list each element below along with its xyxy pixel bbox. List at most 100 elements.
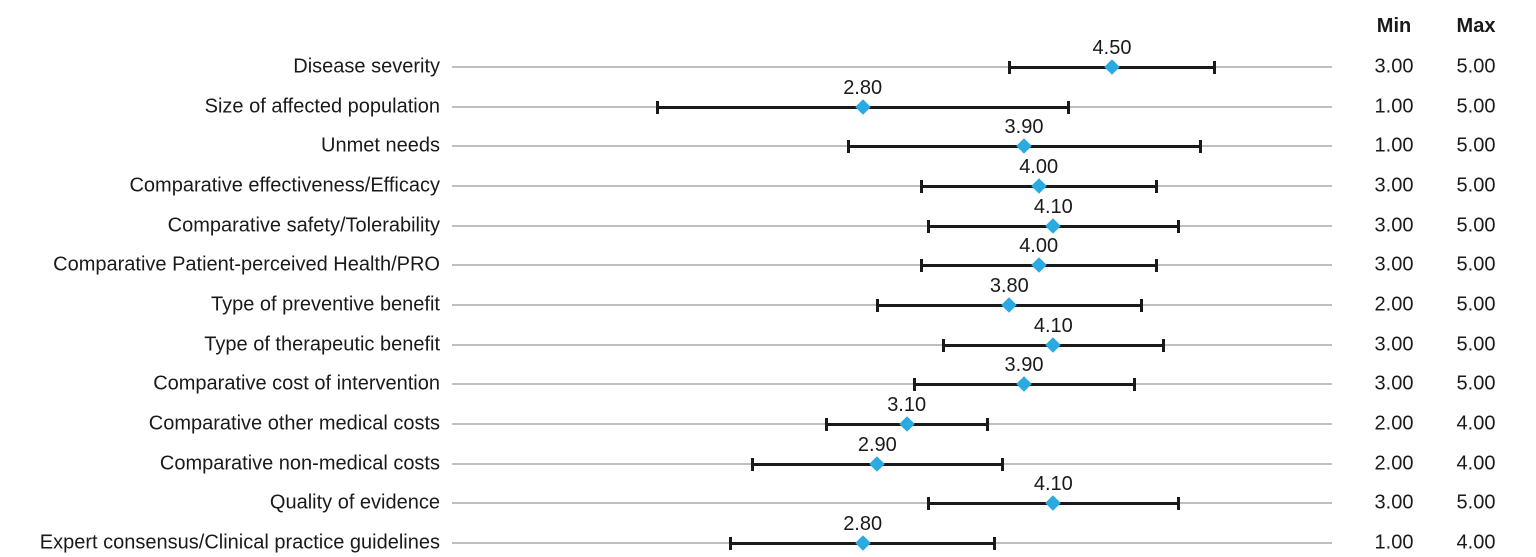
row-gridline xyxy=(452,383,1332,385)
whisker-cap-right xyxy=(1198,139,1202,153)
whisker-cap-right xyxy=(1213,60,1217,74)
mean-value-label: 4.00 xyxy=(1019,156,1059,178)
mean-value-label: 2.80 xyxy=(843,77,883,99)
row-label: Comparative safety/Tolerability xyxy=(167,214,440,237)
whisker-cap-left xyxy=(729,536,733,550)
mean-diamond-marker xyxy=(854,99,871,115)
max-column-header: Max xyxy=(1456,15,1496,37)
max-value: 5.00 xyxy=(1456,214,1496,237)
mean-diamond-marker xyxy=(854,535,871,551)
whisker-cap-right xyxy=(1066,100,1070,114)
max-value: 5.00 xyxy=(1456,174,1496,197)
max-value: 5.00 xyxy=(1456,293,1496,316)
min-value: 1.00 xyxy=(1374,531,1414,554)
mean-diamond-marker xyxy=(1030,178,1047,194)
max-value: 5.00 xyxy=(1456,491,1496,514)
whisker-cap-right xyxy=(1161,338,1165,352)
whisker-cap-left xyxy=(875,298,879,312)
row-label: Comparative Patient-perceived Health/PRO xyxy=(53,253,440,276)
whisker-cap-right xyxy=(985,417,989,431)
whisker-cap-right xyxy=(1154,179,1158,193)
min-value: 3.00 xyxy=(1374,372,1414,395)
whisker-cap-left xyxy=(1007,60,1011,74)
row-label: Unmet needs xyxy=(321,134,440,157)
whisker-cap-left xyxy=(824,417,828,431)
min-column-header: Min xyxy=(1376,15,1412,37)
row-gridline xyxy=(452,225,1332,227)
max-value: 5.00 xyxy=(1456,134,1496,157)
row-gridline xyxy=(452,66,1332,68)
max-value: 5.00 xyxy=(1456,333,1496,356)
whisker-cap-right xyxy=(1176,496,1180,510)
max-value: 5.00 xyxy=(1456,372,1496,395)
min-value: 3.00 xyxy=(1374,333,1414,356)
min-value: 1.00 xyxy=(1374,134,1414,157)
mean-diamond-marker xyxy=(1016,138,1032,154)
whisker-cap-left xyxy=(751,457,755,471)
row-label: Type of preventive benefit xyxy=(210,293,440,316)
mean-diamond-marker xyxy=(1045,495,1062,511)
min-value: 3.00 xyxy=(1374,55,1414,78)
mean-value-label: 2.90 xyxy=(857,434,897,456)
mean-value-label: 3.80 xyxy=(989,275,1029,297)
row-label: Comparative effectiveness/Efficacy xyxy=(129,174,440,197)
min-value: 2.00 xyxy=(1374,452,1414,475)
row-label: Comparative non-medical costs xyxy=(159,452,440,475)
min-value: 3.00 xyxy=(1374,174,1414,197)
mean-value-label: 4.10 xyxy=(1033,196,1073,218)
mean-value-label: 4.00 xyxy=(1019,235,1059,257)
mean-value-label: 3.90 xyxy=(1004,354,1044,376)
max-value: 5.00 xyxy=(1456,55,1496,78)
whisker-cap-left xyxy=(655,100,659,114)
min-value: 2.00 xyxy=(1374,293,1414,316)
max-value: 4.00 xyxy=(1456,452,1496,475)
row-label: Comparative other medical costs xyxy=(148,412,440,435)
whisker-cap-left xyxy=(912,377,916,391)
max-value: 4.00 xyxy=(1456,531,1496,554)
mean-value-label: 4.10 xyxy=(1033,315,1073,337)
whisker-cap-right xyxy=(1000,457,1004,471)
mean-value-label: 3.10 xyxy=(887,394,927,416)
row-label: Size of affected population xyxy=(204,95,440,118)
whisker-cap-left xyxy=(927,496,931,510)
whisker-cap-left xyxy=(941,338,945,352)
whisker-cap-right xyxy=(1154,258,1158,272)
mean-diamond-marker xyxy=(898,416,915,432)
mean-diamond-marker xyxy=(1016,376,1032,392)
max-value: 5.00 xyxy=(1456,253,1496,276)
row-gridline xyxy=(452,502,1332,504)
mean-diamond-marker xyxy=(1045,337,1062,353)
row-label: Disease severity xyxy=(293,55,440,78)
whisker-cap-right xyxy=(993,536,997,550)
max-value: 4.00 xyxy=(1456,412,1496,435)
whisker-cap-right xyxy=(1139,298,1143,312)
whisker-cap-left xyxy=(846,139,850,153)
min-value: 3.00 xyxy=(1374,491,1414,514)
min-value: 3.00 xyxy=(1374,214,1414,237)
min-value: 3.00 xyxy=(1374,253,1414,276)
row-label: Comparative cost of intervention xyxy=(153,372,440,395)
mean-diamond-marker xyxy=(869,456,886,472)
mean-diamond-marker xyxy=(1001,297,1018,313)
row-label: Type of therapeutic benefit xyxy=(204,333,440,356)
row-label: Expert consensus/Clinical practice guide… xyxy=(39,531,440,554)
whisker-cap-left xyxy=(927,219,931,233)
mean-diamond-marker xyxy=(1030,257,1047,273)
mean-value-label: 3.90 xyxy=(1004,116,1044,138)
row-gridline xyxy=(452,185,1332,187)
row-gridline xyxy=(452,264,1332,266)
row-gridline xyxy=(452,344,1332,346)
min-value: 1.00 xyxy=(1374,95,1414,118)
mean-diamond-marker xyxy=(1104,59,1120,75)
whisker-cap-right xyxy=(1176,219,1180,233)
whisker-cap-left xyxy=(919,258,923,272)
mean-diamond-marker xyxy=(1045,218,1062,234)
min-value: 2.00 xyxy=(1374,412,1414,435)
row-label: Quality of evidence xyxy=(269,491,440,514)
mean-value-label: 4.10 xyxy=(1033,473,1073,495)
whisker-cap-left xyxy=(919,179,923,193)
mean-value-label: 2.80 xyxy=(843,513,883,535)
max-value: 5.00 xyxy=(1456,95,1496,118)
whisker-cap-right xyxy=(1132,377,1136,391)
